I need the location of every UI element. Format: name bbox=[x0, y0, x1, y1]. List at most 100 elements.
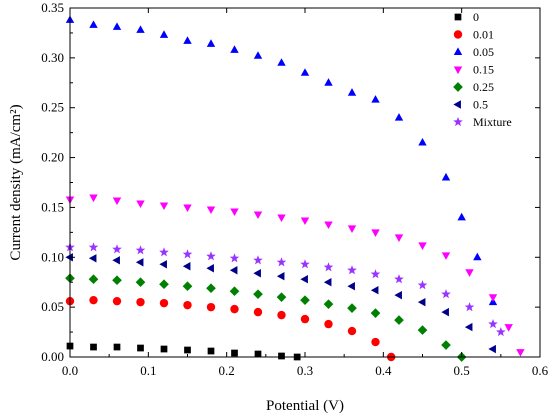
y-tick-label: 0.25 bbox=[41, 100, 64, 115]
data-point bbox=[441, 340, 451, 350]
x-tick-label: 0.3 bbox=[297, 363, 313, 378]
data-point bbox=[182, 262, 191, 271]
data-point bbox=[370, 285, 379, 295]
data-point bbox=[300, 314, 310, 324]
series-triangle-left bbox=[65, 253, 496, 354]
data-point bbox=[371, 95, 380, 103]
data-point bbox=[206, 264, 214, 273]
x-tick-label: 0.2 bbox=[219, 363, 235, 378]
legend-label: 0.5 bbox=[473, 98, 488, 112]
data-point bbox=[394, 274, 404, 284]
data-point bbox=[277, 214, 286, 223]
data-point bbox=[89, 295, 98, 305]
series-square bbox=[66, 342, 301, 361]
data-point bbox=[300, 275, 308, 284]
data-point bbox=[184, 346, 191, 354]
data-point bbox=[370, 269, 381, 279]
data-point bbox=[394, 234, 404, 242]
data-point bbox=[464, 302, 475, 312]
data-point bbox=[370, 308, 381, 318]
x-tick-label: 0.6 bbox=[532, 363, 549, 378]
data-point bbox=[276, 292, 287, 303]
data-point bbox=[231, 349, 238, 357]
series-circle bbox=[65, 295, 396, 362]
data-point bbox=[182, 249, 193, 259]
data-point bbox=[347, 265, 357, 275]
data-point bbox=[65, 253, 73, 262]
data-point bbox=[89, 20, 98, 28]
legend-marker bbox=[453, 82, 463, 92]
data-point bbox=[417, 297, 426, 307]
data-point bbox=[324, 78, 333, 86]
data-point bbox=[207, 347, 215, 355]
data-point bbox=[160, 345, 168, 353]
data-point bbox=[300, 68, 310, 76]
data-point bbox=[488, 294, 498, 302]
data-point bbox=[206, 39, 216, 47]
data-point bbox=[371, 229, 380, 237]
legend-label: 0.15 bbox=[473, 63, 494, 77]
data-point bbox=[229, 253, 240, 263]
data-point bbox=[136, 25, 145, 33]
data-point bbox=[441, 252, 451, 260]
data-point bbox=[254, 350, 262, 358]
data-point bbox=[347, 88, 357, 96]
data-point bbox=[229, 266, 238, 275]
data-point bbox=[159, 202, 169, 211]
data-point bbox=[504, 324, 513, 332]
legend-marker bbox=[453, 66, 463, 75]
y-tick-label: 0.00 bbox=[41, 349, 64, 364]
data-point bbox=[323, 262, 334, 272]
y-tick-label: 0.35 bbox=[41, 0, 64, 15]
data-point bbox=[347, 225, 357, 233]
data-point bbox=[230, 208, 239, 217]
data-point bbox=[457, 212, 466, 221]
data-point bbox=[323, 299, 334, 309]
data-point bbox=[276, 272, 285, 281]
data-point bbox=[253, 269, 261, 278]
data-point bbox=[229, 286, 240, 297]
y-tick-label: 0.20 bbox=[41, 150, 64, 165]
data-point bbox=[159, 298, 169, 308]
x-tick-label: 0.5 bbox=[454, 363, 470, 378]
series-triangle-down bbox=[65, 194, 525, 357]
y-tick-label: 0.10 bbox=[41, 249, 64, 264]
data-point bbox=[394, 113, 404, 121]
data-point bbox=[347, 326, 357, 336]
legend-marker bbox=[453, 47, 463, 55]
data-point bbox=[159, 260, 167, 269]
data-point bbox=[206, 302, 216, 312]
data-point bbox=[112, 244, 122, 254]
y-tick-label: 0.15 bbox=[41, 199, 64, 214]
data-point bbox=[473, 252, 482, 261]
data-point bbox=[417, 325, 428, 335]
data-point bbox=[230, 45, 239, 53]
data-point bbox=[137, 344, 144, 352]
data-point bbox=[183, 204, 192, 213]
data-point bbox=[253, 307, 263, 317]
data-point bbox=[394, 290, 402, 300]
data-point bbox=[324, 319, 333, 329]
data-point bbox=[159, 247, 169, 257]
data-point bbox=[159, 279, 169, 290]
legend-marker bbox=[454, 13, 462, 21]
data-point bbox=[112, 296, 122, 306]
data-point bbox=[488, 319, 498, 329]
data-point bbox=[113, 343, 121, 351]
data-point bbox=[418, 242, 427, 250]
data-point bbox=[112, 22, 122, 30]
data-point bbox=[112, 256, 120, 265]
data-point bbox=[159, 30, 169, 38]
data-point bbox=[135, 245, 146, 255]
data-point bbox=[135, 277, 146, 288]
data-point bbox=[465, 269, 474, 277]
data-markers bbox=[65, 15, 525, 362]
data-point bbox=[135, 258, 144, 267]
data-point bbox=[253, 51, 263, 59]
data-point bbox=[347, 282, 355, 291]
data-point bbox=[277, 310, 286, 320]
data-point bbox=[441, 289, 451, 299]
legend-marker bbox=[453, 116, 463, 127]
data-point bbox=[300, 259, 310, 269]
